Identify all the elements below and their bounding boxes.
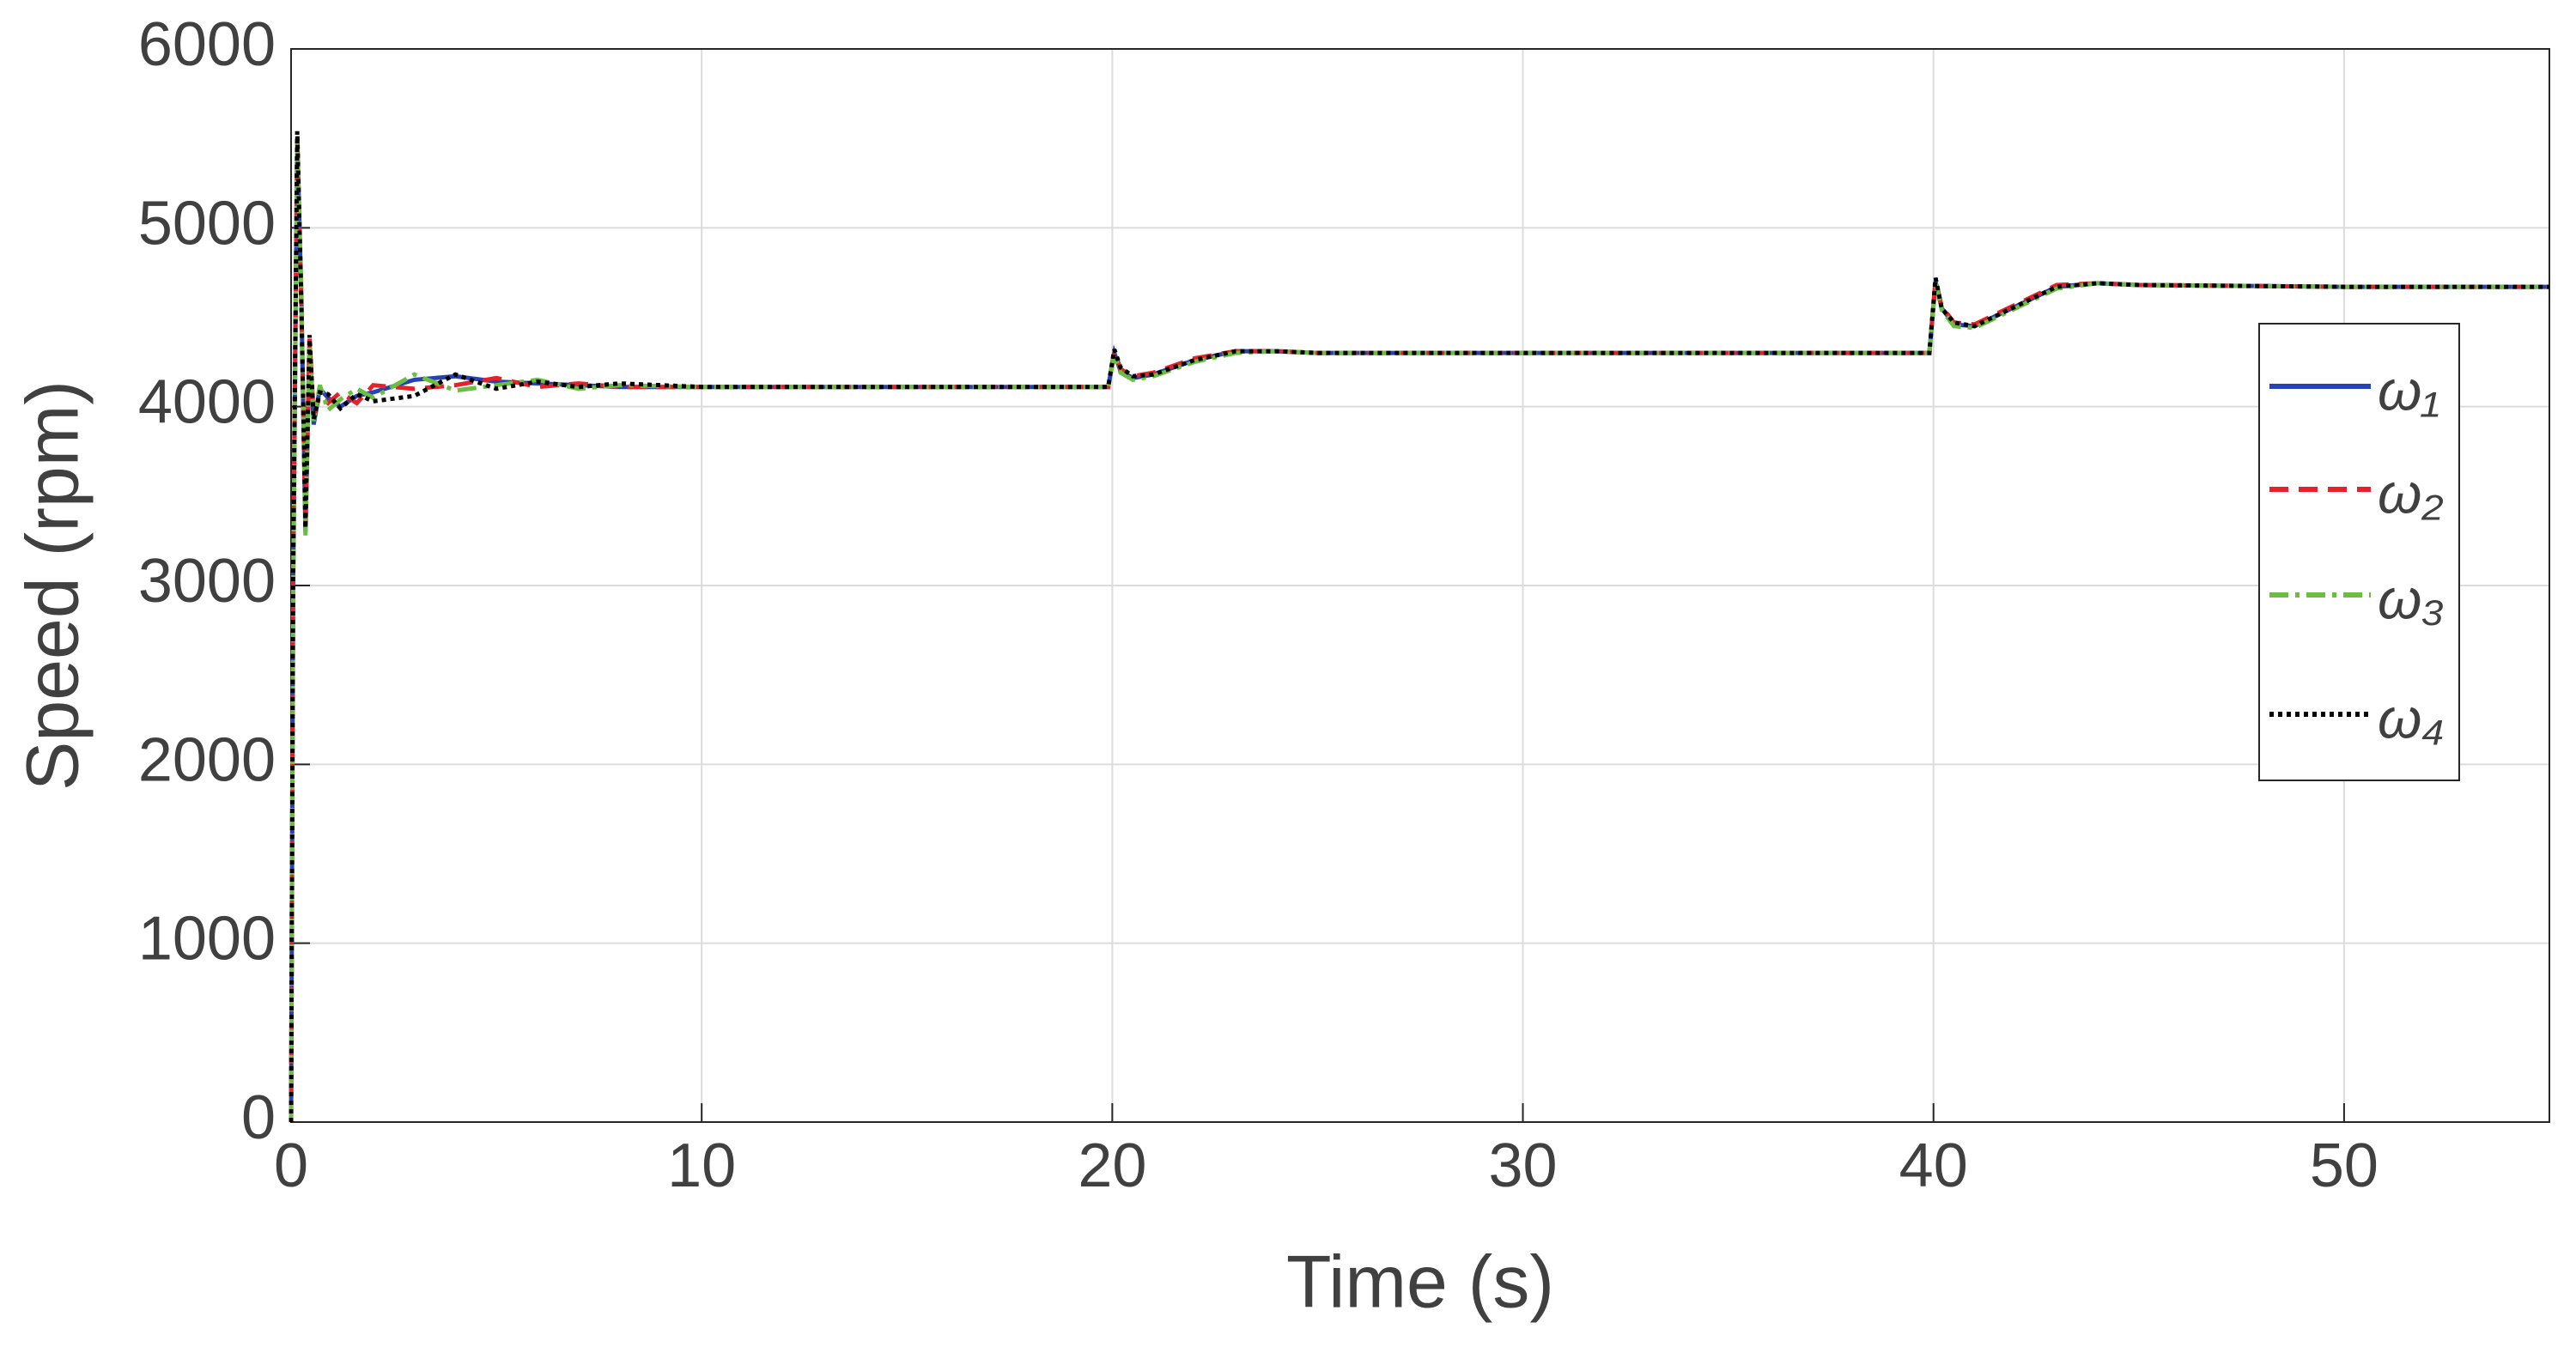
- y-axis-label: Speed (rpm): [12, 380, 94, 791]
- x-tick-label: 20: [1078, 1132, 1146, 1200]
- series-line: [289, 130, 2549, 1123]
- x-tick-label: 30: [1488, 1132, 1557, 1200]
- x-tick-label: 0: [274, 1132, 308, 1200]
- y-tick-label: 6000: [138, 10, 276, 79]
- legend-label: ω₄: [2378, 686, 2445, 749]
- y-tick-label: 0: [241, 1083, 276, 1152]
- y-tick-label: 3000: [138, 547, 276, 616]
- legend-box: [2258, 323, 2460, 781]
- y-tick-label: 4000: [138, 368, 276, 437]
- series-line: [289, 134, 2549, 1123]
- legend-label: ω₂: [2378, 461, 2444, 525]
- y-tick-label: 1000: [138, 905, 276, 974]
- x-tick-label: 10: [667, 1132, 736, 1200]
- y-tick-label: 2000: [138, 725, 276, 794]
- x-axis-label: Time (s): [1286, 1241, 1554, 1324]
- legend-label: ω₁: [2378, 358, 2439, 422]
- x-tick-label: 50: [2310, 1132, 2379, 1200]
- series-line: [289, 142, 2549, 1123]
- legend-label: ω₃: [2378, 567, 2445, 630]
- x-tick-label: 40: [1899, 1132, 1968, 1200]
- y-tick-label: 5000: [138, 189, 276, 258]
